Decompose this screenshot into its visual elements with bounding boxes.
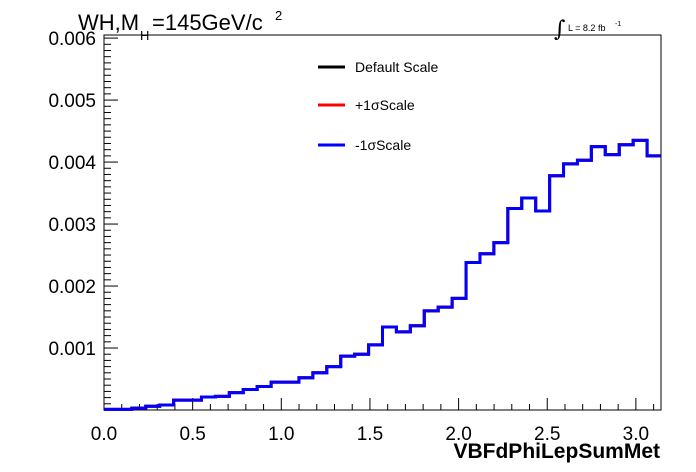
- series-layer: [104, 138, 661, 411]
- chart-title: WH,M: [78, 10, 139, 35]
- x-tick-label: 0.5: [179, 424, 205, 445]
- minus-1sigma-scale-histogram: [104, 138, 661, 411]
- x-tick-label: 2.5: [534, 424, 560, 445]
- x-tick-label: 1.5: [357, 424, 383, 445]
- x-axis-title: VBFdPhiLepSumMet: [453, 440, 660, 463]
- integral-sign: ∫: [554, 17, 566, 42]
- y-tick-label: 0.004: [48, 153, 96, 174]
- y-tick-label: 0.001: [48, 339, 96, 360]
- chart-title-rest: =145GeV/c: [152, 10, 263, 35]
- y-axis: 0.001 0.002 0.003 0.004 0.005 0.006: [48, 29, 118, 405]
- legend: Default Scale +1σScale -1σScale: [318, 59, 438, 153]
- plot-frame: [103, 34, 662, 411]
- default-scale-legend-label: Default Scale: [355, 59, 438, 75]
- y-tick-label: 0.002: [48, 277, 96, 298]
- y-tick-label: 0.005: [48, 91, 96, 112]
- default-scale-histogram: [104, 138, 661, 411]
- x-tick-label: 1.0: [268, 424, 294, 445]
- y-tick-label: 0.006: [48, 29, 96, 50]
- x-tick-label: 0.0: [91, 424, 117, 445]
- luminosity-label: L = 8.2 fb: [568, 23, 605, 33]
- y-tick-label: 0.003: [48, 215, 96, 236]
- chart-title-subscript: H: [140, 28, 149, 43]
- luminosity-superscript: -1: [615, 21, 621, 28]
- minus-1sigma-scale-legend-label: -1σScale: [355, 137, 411, 153]
- x-tick-label: 2.0: [445, 424, 471, 445]
- x-tick-label: 3.0: [623, 424, 649, 445]
- chart-title-superscript: 2: [275, 8, 282, 23]
- plus-1sigma-scale-histogram: [104, 138, 661, 411]
- x-axis: 0.0 0.5 1.0 1.5 2.0 2.5 3.0: [91, 398, 655, 445]
- plus-1sigma-scale-legend-label: +1σScale: [355, 97, 415, 113]
